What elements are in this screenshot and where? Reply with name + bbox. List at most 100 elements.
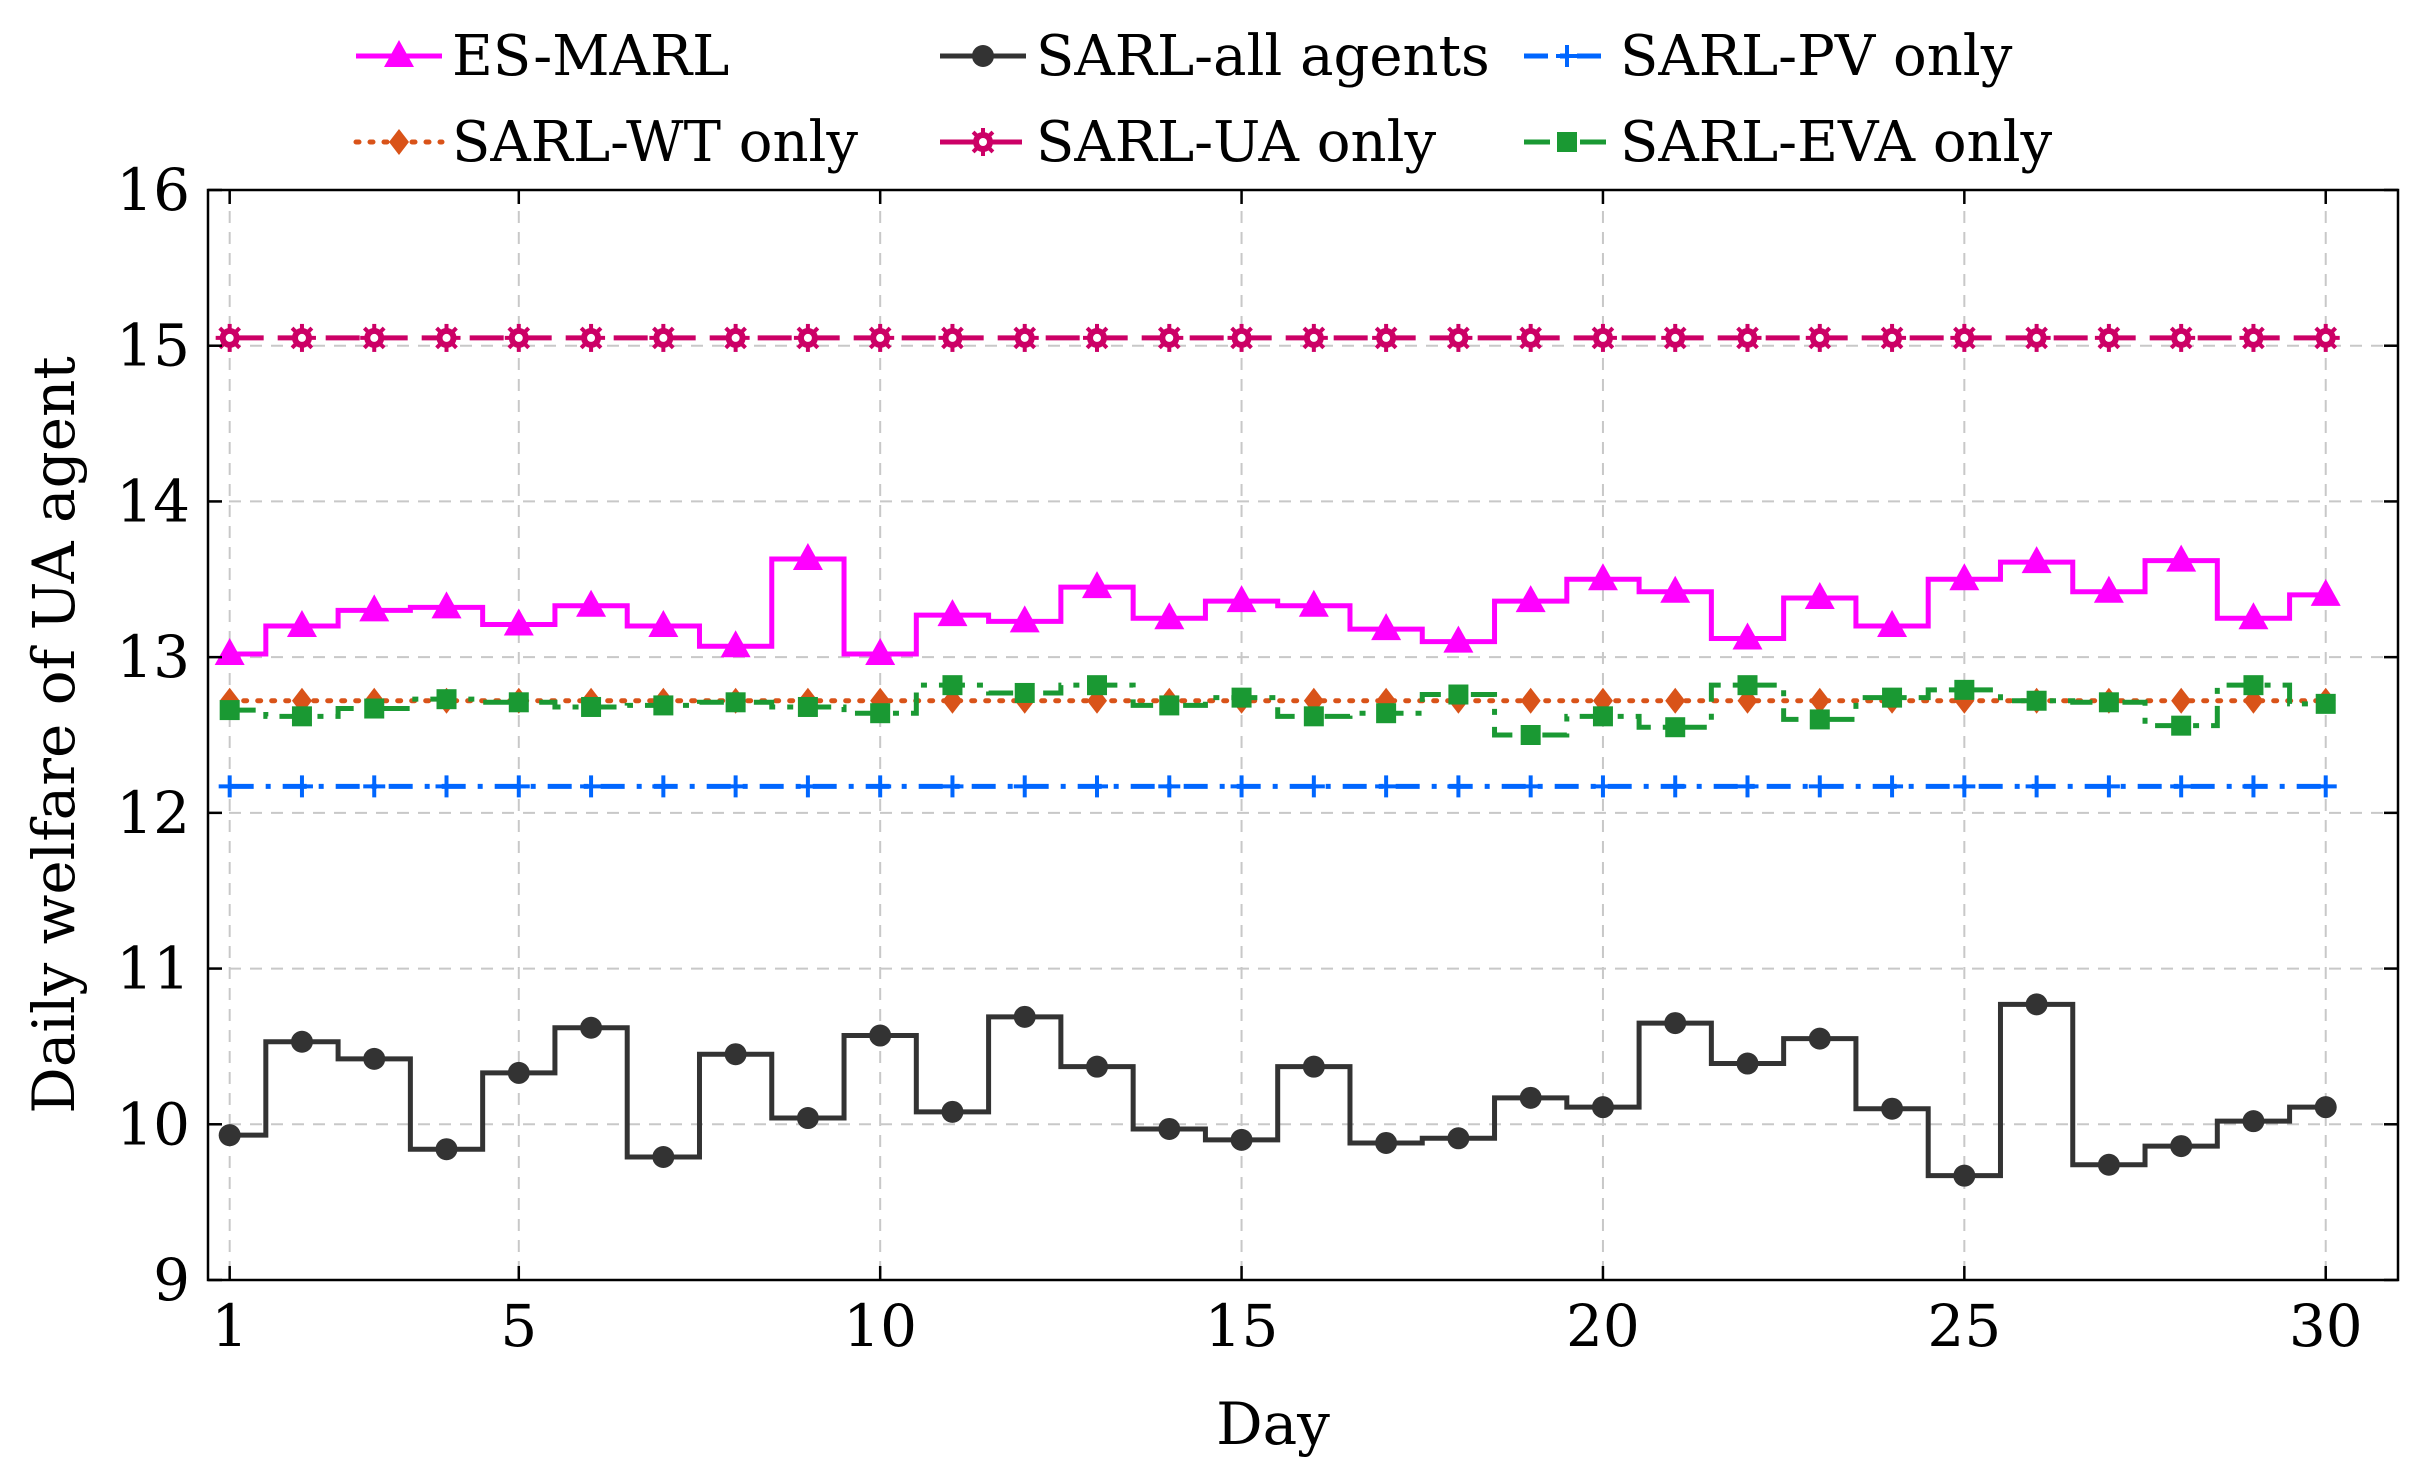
data-point (1664, 775, 1687, 798)
data-point (218, 1124, 241, 1147)
data-point (2170, 775, 2193, 798)
data-point (215, 323, 244, 352)
data-point (1878, 323, 1907, 352)
data-point (1230, 775, 1253, 798)
data-point (1087, 675, 1108, 696)
data-point (2311, 323, 2340, 352)
data-point (1158, 1117, 1181, 1140)
data-point (1591, 775, 1614, 798)
data-point (2022, 323, 2051, 352)
data-point (2242, 775, 2265, 798)
x-tick-label: 5 (500, 1292, 537, 1360)
data-point (218, 775, 241, 798)
data-point (364, 698, 385, 719)
data-point (1520, 725, 1541, 745)
data-point (1515, 585, 1546, 613)
data-point (796, 775, 819, 798)
data-point (1882, 687, 1903, 708)
data-point (652, 775, 675, 798)
legend-entry: SARL-all agents (940, 24, 1490, 89)
data-point (1808, 1027, 1831, 1050)
data-point (2243, 675, 2264, 696)
legend-entry: SARL-EVA only (1524, 110, 2053, 175)
data-point (1665, 687, 1686, 714)
data-point (1804, 581, 1835, 609)
data-point (2242, 1110, 2265, 1133)
series-sarl-ua-only (215, 323, 2340, 352)
data-point (504, 323, 533, 352)
legend-entry: ES-MARL (356, 24, 729, 89)
data-point (1805, 323, 1834, 352)
data-point (652, 1145, 675, 1168)
data-point (1158, 775, 1181, 798)
legend-marker (1556, 45, 1578, 67)
data-point (1592, 706, 1613, 727)
data-point (1588, 323, 1617, 352)
legend-marker (384, 40, 414, 67)
data-point (1949, 563, 1980, 591)
legend-marker (1557, 132, 1577, 152)
data-point (2315, 693, 2336, 714)
y-tick-label: 11 (116, 935, 190, 1003)
legend-label: SARL-WT only (452, 110, 858, 175)
data-point (2025, 775, 2048, 798)
data-point (1809, 687, 1830, 714)
data-point (1881, 775, 1904, 798)
data-point (1877, 610, 1908, 637)
data-point (1302, 775, 1325, 798)
data-point (1231, 687, 1252, 708)
series-line (229, 556, 2326, 657)
data-point (435, 775, 458, 798)
data-point (2026, 690, 2047, 711)
series-line (229, 1001, 2326, 1179)
data-point (1808, 775, 1831, 798)
data-point (577, 323, 606, 352)
x-tick-label: 1 (211, 1292, 248, 1360)
data-point (1083, 323, 1112, 352)
data-point (1013, 775, 1036, 798)
data-point (1302, 1055, 1325, 1078)
y-tick-label: 15 (116, 312, 190, 380)
data-point (796, 1107, 819, 1130)
data-point (359, 594, 390, 622)
data-point (2098, 692, 2119, 713)
data-point (1014, 682, 1035, 703)
data-point (941, 1100, 964, 1123)
data-point (721, 323, 750, 352)
y-tick-label: 12 (116, 779, 190, 847)
data-point (1013, 1005, 1036, 1028)
data-point (1516, 323, 1545, 352)
y-tick-label: 10 (116, 1090, 190, 1158)
data-point (792, 543, 823, 571)
data-point (363, 775, 386, 798)
data-point (937, 599, 968, 627)
x-tick-label: 10 (843, 1292, 917, 1360)
data-point (508, 692, 529, 713)
data-point (2238, 602, 2269, 630)
x-tick-label: 25 (1927, 1292, 2001, 1360)
data-point (1447, 1127, 1470, 1150)
series-sarl-pv-only (218, 775, 2337, 798)
data-point (1448, 684, 1469, 705)
data-point (291, 706, 312, 727)
data-point (435, 1138, 458, 1161)
data-point (1591, 1096, 1614, 1119)
y-tick-label: 16 (116, 156, 190, 224)
data-point (869, 1024, 892, 1047)
data-point (941, 775, 964, 798)
data-point (2025, 993, 2048, 1016)
data-point (2310, 578, 2341, 606)
data-point (431, 591, 462, 619)
data-point (576, 589, 607, 617)
data-point (580, 775, 603, 798)
data-point (363, 1047, 386, 1070)
data-point (1443, 625, 1474, 653)
data-point (797, 696, 818, 717)
data-point (1082, 571, 1113, 599)
legend-label: SARL-all agents (1036, 24, 1490, 89)
data-point (1298, 589, 1329, 617)
data-point (2093, 575, 2124, 603)
data-point (1227, 323, 1256, 352)
